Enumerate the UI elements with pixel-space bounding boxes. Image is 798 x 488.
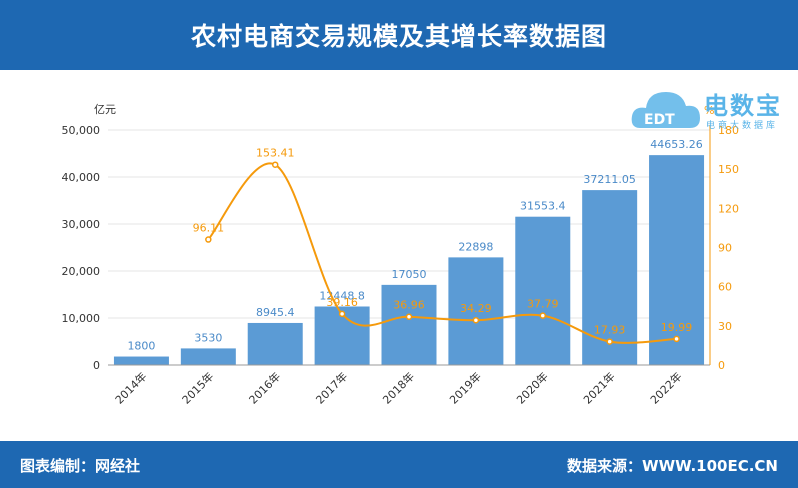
y-left-unit: 亿元: [94, 103, 116, 116]
line-data-label: 153.41: [256, 147, 295, 160]
line-point: [405, 313, 413, 320]
line-data-label: 39.16: [326, 296, 358, 309]
bar-data-label: 8945.4: [256, 306, 295, 319]
bar: [649, 155, 705, 365]
y-left-tick-label: 40,000: [62, 171, 101, 184]
bar: [113, 356, 169, 365]
x-tick-label: 2022年: [647, 369, 684, 406]
footer-bar: 图表编制：网经社 数据来源：WWW.100EC.CN: [0, 441, 798, 488]
bar-data-label: 44653.26: [650, 138, 703, 151]
y-right-unit: %: [704, 104, 714, 117]
y-right-tick-label: 90: [718, 242, 732, 255]
y-right-tick-label: 120: [718, 202, 739, 215]
line-data-label: 19.99: [661, 321, 693, 334]
x-tick-label: 2018年: [380, 369, 417, 406]
y-left-tick-label: 0: [93, 359, 100, 372]
bar: [381, 284, 437, 365]
logo-mark: EDT: [644, 112, 675, 128]
bar-data-label: 37211.05: [583, 173, 636, 186]
line-point: [606, 338, 613, 345]
cloud-logo-icon: EDT: [631, 92, 700, 128]
x-tick-label: 2021年: [580, 369, 617, 406]
line-point: [338, 310, 346, 318]
y-left-tick-label: 20,000: [62, 265, 101, 278]
x-tick-label: 2015年: [179, 369, 216, 406]
bar: [448, 257, 504, 365]
line-point: [673, 335, 680, 343]
title-banner: 农村电商交易规模及其增长率数据图: [0, 0, 798, 70]
x-tick-label: 2020年: [513, 369, 550, 406]
y-left-tick-label: 10,000: [62, 312, 101, 325]
y-left-tick-label: 30,000: [62, 218, 101, 231]
bar-data-label: 22898: [458, 240, 493, 253]
bar: [180, 348, 236, 365]
data-source: 数据来源：WWW.100EC.CN: [567, 457, 778, 475]
line-data-label: 34.29: [460, 302, 492, 315]
x-tick-label: 2016年: [246, 369, 283, 406]
logo: EDT 电数宝 电商大数据库: [630, 82, 790, 136]
y-right-tick-label: 150: [718, 163, 739, 176]
line-point: [539, 312, 547, 319]
compiler-credit: 图表编制：网经社: [20, 457, 141, 475]
line-data-label: 96.11: [193, 222, 225, 235]
line-data-label: 36.96: [393, 299, 425, 312]
chart-title: 农村电商交易规模及其增长率数据图: [190, 22, 607, 51]
logo-name: 电数宝: [704, 92, 782, 120]
line-point: [271, 161, 279, 168]
bar: [515, 216, 571, 365]
y-left-tick-label: 50,000: [62, 124, 101, 137]
bar-data-label: 31553.4: [520, 200, 566, 213]
y-right-tick-label: 180: [718, 124, 739, 137]
y-right-tick-label: 0: [718, 359, 725, 372]
x-tick-label: 2019年: [447, 369, 484, 406]
bar-data-label: 3530: [194, 331, 222, 344]
line-point: [472, 316, 480, 324]
logo-subtitle: 电商大数据库: [706, 121, 779, 131]
bar-data-label: 17050: [392, 268, 427, 281]
x-tick-label: 2017年: [313, 369, 350, 406]
line-data-label: 37.79: [527, 298, 559, 311]
y-right-tick-label: 60: [718, 281, 732, 294]
x-tick-label: 2014年: [112, 369, 149, 406]
bar-data-label: 1800: [127, 340, 155, 353]
line-point: [205, 236, 212, 243]
bar: [247, 322, 303, 365]
y-right-tick-label: 30: [718, 320, 732, 333]
line-data-label: 17.93: [594, 324, 626, 337]
